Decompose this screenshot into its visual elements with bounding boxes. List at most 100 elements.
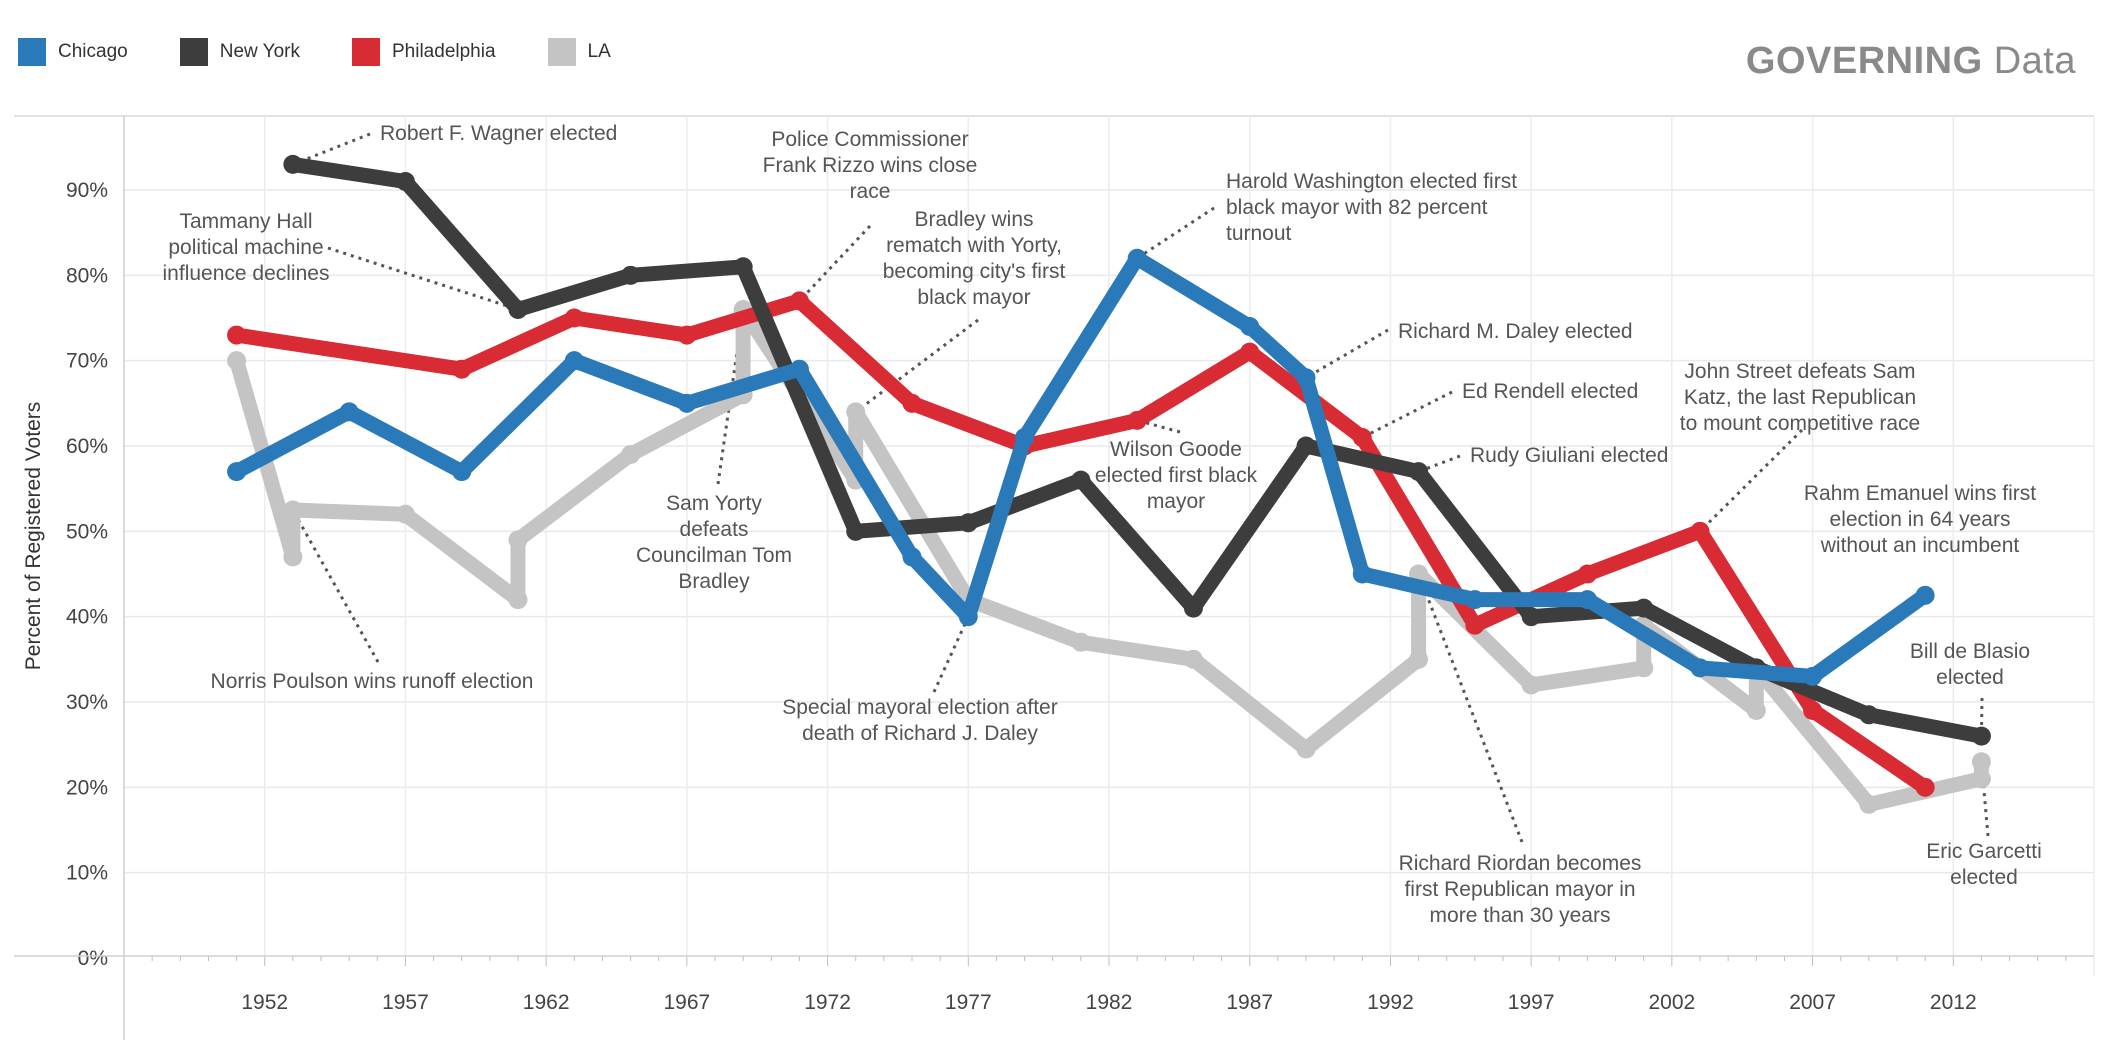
annotation-line: Wilson Goode [1110, 438, 1242, 461]
legend-swatch-la [547, 38, 576, 66]
annotation-text: John Street defeats Sam Katz, the last Re… [1680, 360, 1920, 435]
annotation-leader [291, 509, 380, 663]
data-point-new-york [1521, 607, 1541, 627]
annotation-line: Frank Rizzo wins close [763, 154, 978, 177]
x-tick-label: 1972 [804, 991, 851, 1014]
legend-item-philadelphia[interactable]: Philadelphia [352, 38, 496, 66]
annotation-line: turnout [1226, 222, 1292, 245]
series-chicago [227, 248, 1935, 686]
annotation-line: Richard M. Daley elected [1398, 320, 1633, 343]
y-tick-label: 0% [78, 947, 108, 970]
legend-item-la[interactable]: LA [547, 38, 611, 66]
data-point-new-york [733, 257, 753, 277]
annotation-line: Councilman Tom [636, 544, 792, 567]
x-tick-label: 1997 [1508, 991, 1555, 1014]
series-line-new-york [285, 156, 1989, 744]
data-point-chicago [564, 351, 584, 371]
brand-light: Data [1993, 40, 2076, 82]
data-point-new-york [1296, 436, 1316, 456]
data-point-philadelphia [452, 359, 472, 379]
x-tick-label: 1977 [945, 991, 992, 1014]
data-point-chicago [1240, 317, 1260, 337]
data-point-la [1746, 701, 1766, 721]
annotation-line: rematch with Yorty, [886, 234, 1062, 257]
annotation-line: Ed Rendell elected [1462, 380, 1638, 403]
data-point-la [1296, 739, 1316, 759]
data-point-chicago [452, 462, 472, 482]
annotation-text: Bill de Blasio elected [1910, 640, 2030, 689]
annotation-leader [1361, 390, 1453, 439]
data-point-la [283, 547, 303, 567]
annotation-line: first Republican mayor in [1404, 878, 1635, 901]
x-tick-label: 2007 [1789, 991, 1836, 1014]
data-point-la [1521, 675, 1541, 695]
data-point-new-york [283, 154, 303, 174]
y-tick-label: 80% [66, 264, 108, 287]
data-point-new-york [846, 521, 866, 541]
data-point-philadelphia [1577, 564, 1597, 584]
annotation-line: Rahm Emanuel wins first [1804, 482, 2036, 505]
annotation-line: Bill de Blasio [1910, 640, 2030, 663]
annotation-text: Harold Washington elected first black may… [1226, 170, 1517, 245]
annotation-text: Bradley wins rematch with Yorty, becoming … [883, 208, 1066, 309]
legend-label-new-york: New York [219, 41, 300, 62]
annotation-line: political machine [168, 236, 323, 259]
chart-series [227, 154, 1991, 814]
annotation-leader [292, 132, 371, 166]
data-point-chicago [1803, 666, 1823, 686]
y-tick-label: 30% [66, 691, 108, 714]
annotation-line: elected [1936, 666, 2004, 689]
legend-label-chicago: Chicago [58, 41, 128, 62]
legend-label-la: LA [587, 41, 611, 62]
annotation-leader [1698, 428, 1804, 533]
data-point-chicago [677, 393, 697, 413]
series-line-chicago [229, 250, 1933, 684]
annotation-line: Bradley wins [914, 208, 1033, 231]
data-point-chicago [1577, 590, 1597, 610]
annotation-line: black mayor [917, 286, 1030, 309]
data-point-la [621, 445, 641, 465]
data-point-new-york [1409, 462, 1429, 482]
legend-item-chicago[interactable]: Chicago [18, 38, 128, 66]
data-point-la [283, 500, 303, 520]
annotation-line: Richard Riordan becomes [1399, 852, 1642, 875]
data-point-philadelphia [1803, 701, 1823, 721]
data-point-philadelphia [1127, 410, 1147, 430]
governing-data-logo: GOVERNING Data [1746, 40, 2076, 83]
data-point-chicago [1015, 427, 1035, 447]
annotation-line: black mayor with 82 percent [1226, 196, 1488, 219]
data-point-chicago [902, 547, 922, 567]
y-tick-label: 70% [66, 350, 108, 373]
legend-swatch-philadelphia [352, 38, 380, 66]
annotation-text: Sam Yorty defeats Councilman Tom Bradley [636, 492, 792, 593]
annotation-line: Norris Poulson wins runoff election [211, 670, 534, 693]
data-point-philadelphia [789, 291, 809, 311]
data-point-new-york [1634, 598, 1654, 618]
annotation-line: Robert F. Wagner elected [380, 122, 617, 145]
x-tick-label: 1952 [241, 991, 288, 1014]
annotation-line: race [850, 180, 891, 203]
chart-axes: 0% 10% 20% 30% 40% 50% 60% 70% 80% 90% 1952 1957 196… [14, 116, 2094, 1040]
data-point-philadelphia [1352, 427, 1372, 447]
data-point-new-york [1971, 726, 1991, 746]
data-point-chicago [1690, 658, 1710, 678]
annotation-leaders [291, 132, 1990, 843]
annotation-line: John Street defeats Sam [1684, 360, 1915, 383]
annotation-leader [798, 224, 872, 302]
annotation-line: Police Commissioner [771, 128, 968, 151]
legend-item-new-york[interactable]: New York [179, 38, 300, 66]
x-tick-label: 1967 [663, 991, 710, 1014]
annotation-leader [1136, 206, 1215, 260]
annotation-text: Special mayoral election after death of R… [782, 696, 1057, 745]
data-point-chicago [1915, 585, 1935, 605]
legend-label-philadelphia: Philadelphia [392, 41, 496, 62]
legend-swatch-new-york [179, 38, 208, 66]
annotation-leader [854, 318, 979, 414]
annotation-line: defeats [680, 518, 749, 541]
legend-swatch-chicago [18, 38, 46, 66]
data-point-chicago [789, 359, 809, 379]
annotation-line: elected [1950, 866, 2018, 889]
annotation-text: Richard M. Daley elected [1398, 320, 1633, 343]
annotation-line: Special mayoral election after [782, 696, 1057, 719]
data-point-la [1183, 649, 1203, 669]
